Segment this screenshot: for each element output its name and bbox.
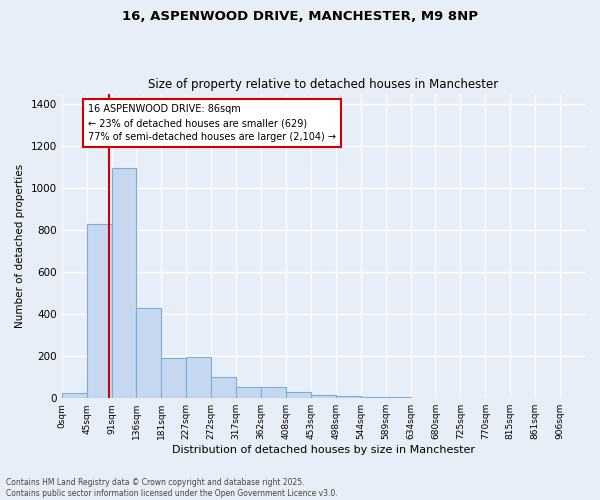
Bar <box>161 358 186 398</box>
Bar <box>336 396 361 398</box>
Title: Size of property relative to detached houses in Manchester: Size of property relative to detached ho… <box>148 78 499 91</box>
Text: Contains HM Land Registry data © Crown copyright and database right 2025.
Contai: Contains HM Land Registry data © Crown c… <box>6 478 338 498</box>
Bar <box>386 397 410 398</box>
Bar <box>236 386 261 398</box>
Text: 16 ASPENWOOD DRIVE: 86sqm
← 23% of detached houses are smaller (629)
77% of semi: 16 ASPENWOOD DRIVE: 86sqm ← 23% of detac… <box>88 104 336 142</box>
Bar <box>211 377 236 398</box>
Bar <box>286 392 311 398</box>
Bar <box>136 308 161 398</box>
X-axis label: Distribution of detached houses by size in Manchester: Distribution of detached houses by size … <box>172 445 475 455</box>
Bar <box>261 386 286 398</box>
Bar <box>186 357 211 398</box>
Bar <box>62 393 86 398</box>
Bar <box>311 395 336 398</box>
Y-axis label: Number of detached properties: Number of detached properties <box>15 164 25 328</box>
Bar <box>112 168 136 398</box>
Text: 16, ASPENWOOD DRIVE, MANCHESTER, M9 8NP: 16, ASPENWOOD DRIVE, MANCHESTER, M9 8NP <box>122 10 478 23</box>
Bar <box>361 397 386 398</box>
Bar <box>86 224 112 398</box>
